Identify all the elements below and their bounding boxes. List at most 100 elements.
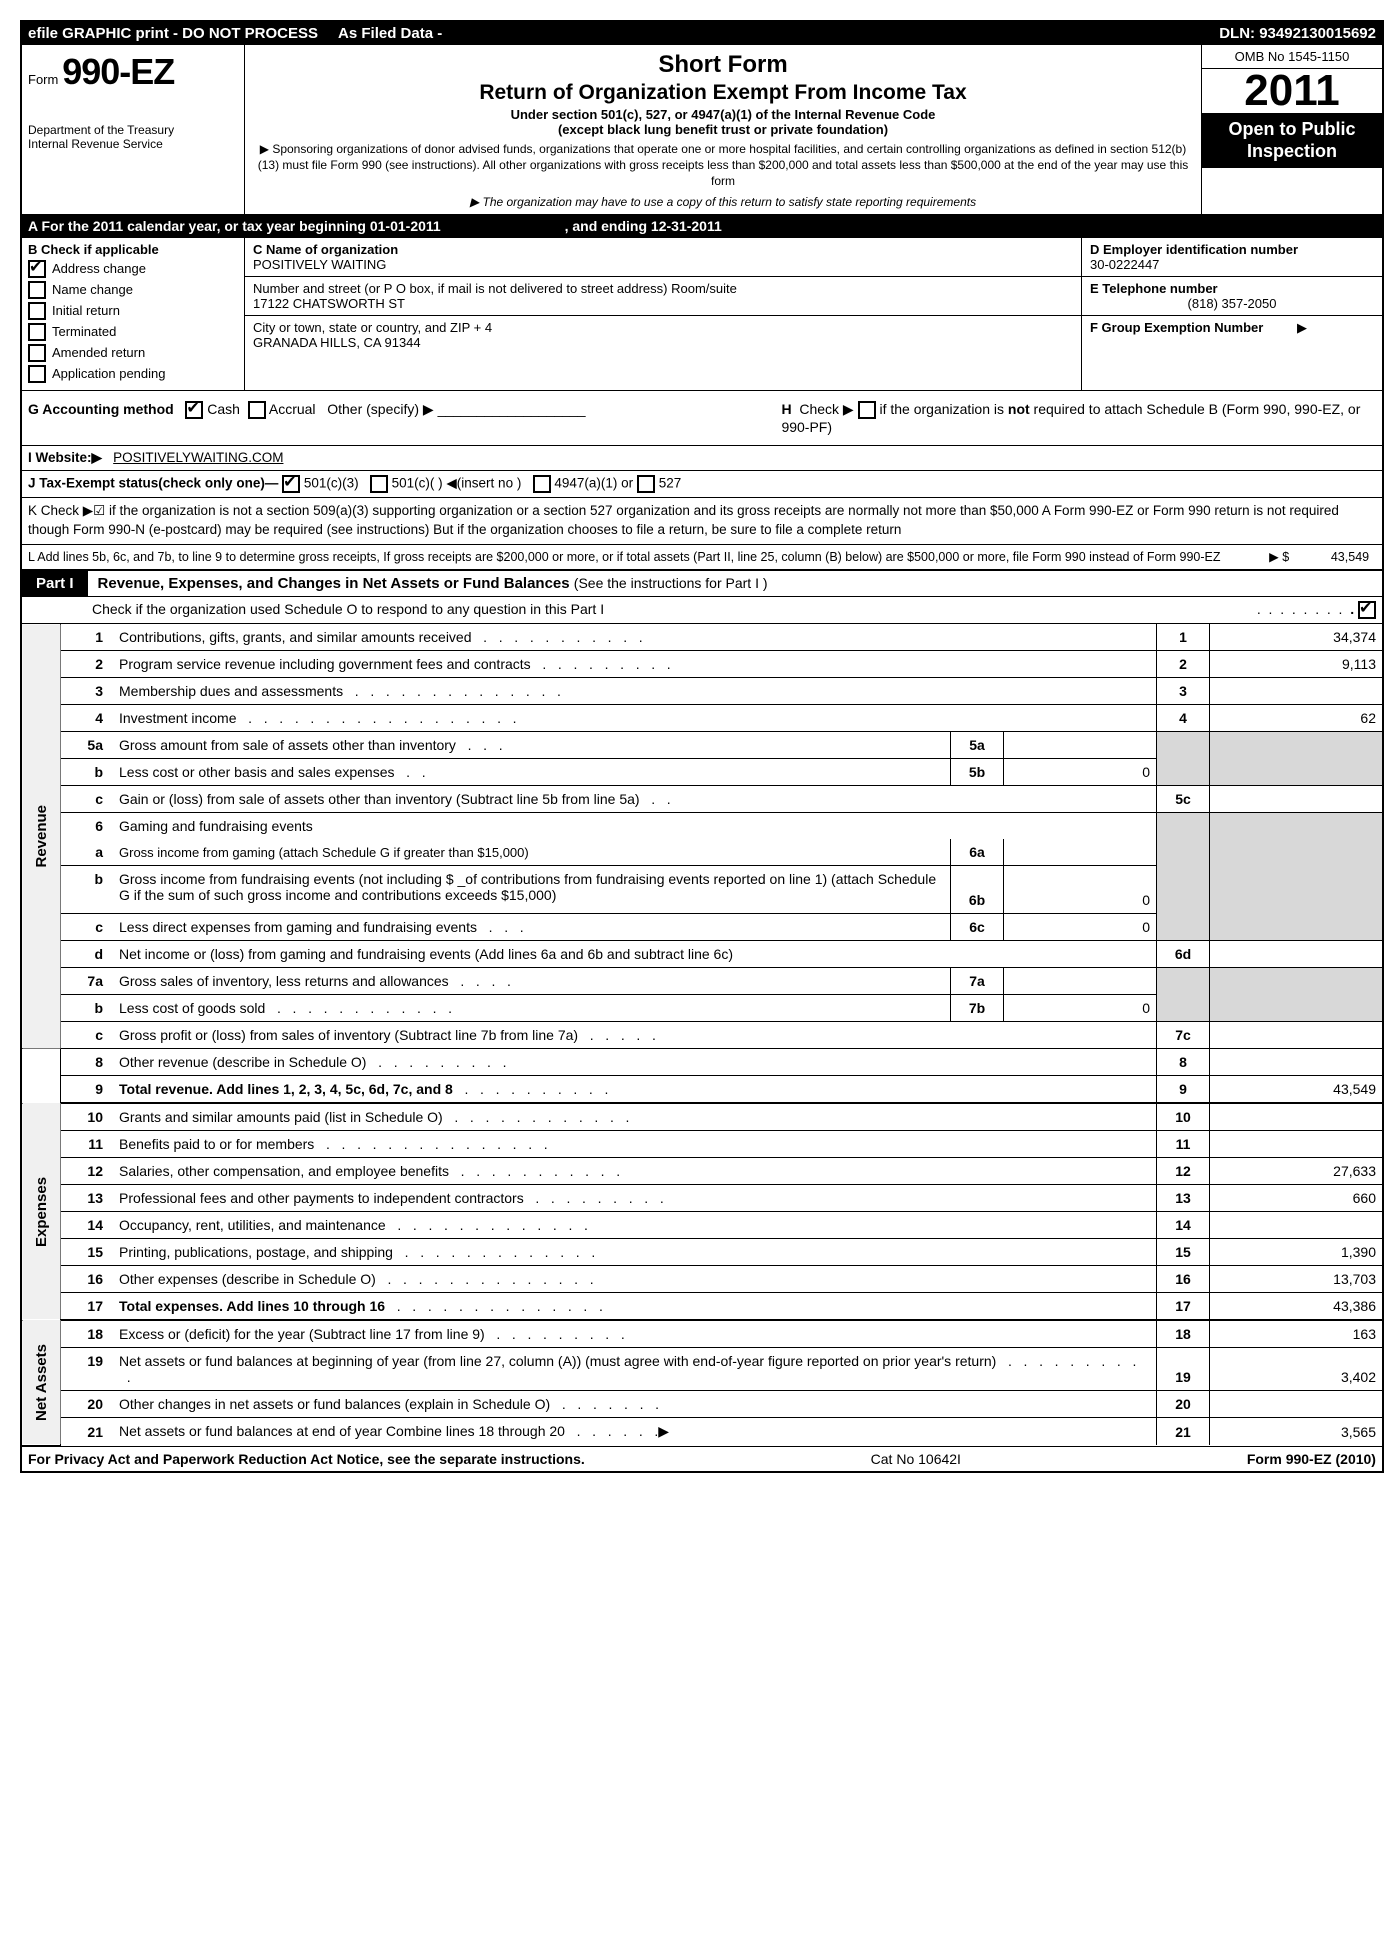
ln5a-desc: Gross amount from sale of assets other t… [119,737,456,753]
ln19-desc: Net assets or fund balances at beginning… [119,1353,996,1369]
ln13-num: 13 [61,1185,114,1212]
ln16-rnum: 16 [1157,1266,1210,1293]
ln7b-desc: Less cost of goods sold [119,1000,265,1016]
ln1-num: 1 [61,624,114,651]
box-e-label: E Telephone number [1090,281,1374,296]
ln15-desc: Printing, publications, postage, and shi… [119,1244,393,1260]
line-a-end: 12-31-2011 [651,218,722,234]
part1-header: Part I Revenue, Expenses, and Changes in… [22,569,1382,597]
ln20-rval [1210,1391,1383,1418]
grey-6 [1157,813,1210,914]
ln15-rnum: 15 [1157,1239,1210,1266]
chk-amended-return[interactable] [28,344,46,362]
ln12-rval: 27,633 [1210,1158,1383,1185]
ln5c-rnum: 5c [1157,786,1210,813]
ln2-num: 2 [61,651,114,678]
line-j-label: J Tax-Exempt status(check only one)— [28,476,278,491]
chk-schedule-o[interactable] [1358,601,1376,619]
ln9-desc: Total revenue. Add lines 1, 2, 3, 4, 5c,… [119,1081,453,1097]
ln7a-num: 7a [61,968,114,995]
opt-527: 527 [659,476,682,491]
opt-501c: 501(c)( ) ◀(insert no ) [392,476,522,491]
ln5b-sn: 5b [951,759,1004,786]
open-to-public: Open to Public Inspection [1202,113,1382,168]
chk-cash[interactable] [185,401,203,419]
chk-527[interactable] [637,475,655,493]
ln5c-desc: Gain or (loss) from sale of assets other… [119,791,640,807]
chk-address-change[interactable] [28,260,46,278]
header-right: OMB No 1545-1150 2011 Open to Public Ins… [1201,45,1382,214]
ln6b-sn: 6b [951,866,1004,914]
ln11-rval [1210,1131,1383,1158]
line-i: I Website:▶ POSITIVELYWAITING.COM [22,446,1382,471]
chk-501c3[interactable] [282,475,300,493]
ln18-desc: Excess or (deficit) for the year (Subtra… [119,1326,485,1342]
ln20-num: 20 [61,1391,114,1418]
side-revenue: Revenue [22,624,61,1049]
ln6a-desc: Gross income from gaming (attach Schedul… [119,845,529,860]
part1-title-sub: (See the instructions for Part I ) [574,575,768,591]
ln7c-desc: Gross profit or (loss) from sales of inv… [119,1027,578,1043]
opt-terminated: Terminated [52,324,116,339]
chk-initial-return[interactable] [28,302,46,320]
ln1-desc: Contributions, gifts, grants, and simila… [119,629,472,645]
ln3-num: 3 [61,678,114,705]
ln6a-sn: 6a [951,839,1004,866]
ln16-rval: 13,703 [1210,1266,1383,1293]
ln7c-rval [1210,1022,1383,1049]
ln8-desc: Other revenue (describe in Schedule O) [119,1054,366,1070]
header-center: Short Form Return of Organization Exempt… [245,45,1201,214]
city-value: GRANADA HILLS, CA 91344 [253,335,1073,350]
chk-4947[interactable] [533,475,551,493]
form-prefix: Form [28,72,58,87]
line-l: L Add lines 5b, 6c, and 7b, to line 9 to… [22,545,1382,569]
ln7b-num: b [61,995,114,1022]
opt-name-change: Name change [52,282,133,297]
chk-name-change[interactable] [28,281,46,299]
opt-4947: 4947(a)(1) or [554,476,633,491]
chk-schedule-b[interactable] [858,401,876,419]
ln7a-sv [1004,968,1157,995]
ln14-rval [1210,1212,1383,1239]
city-label: City or town, state or country, and ZIP … [253,320,1073,335]
ln14-num: 14 [61,1212,114,1239]
top-bar: efile GRAPHIC print - DO NOT PROCESS As … [22,22,1382,45]
grey-7 [1157,968,1210,1022]
ln17-rval: 43,386 [1210,1293,1383,1321]
footer-left: For Privacy Act and Paperwork Reduction … [28,1451,585,1467]
ln6c-sv: 0 [1004,914,1157,941]
chk-accrual[interactable] [248,401,266,419]
ln11-desc: Benefits paid to or for members [119,1136,314,1152]
line-a: A For the 2011 calendar year, or tax yea… [22,215,1382,238]
line-k: K Check ▶☑ if the organization is not a … [22,498,1382,545]
ln18-num: 18 [61,1320,114,1348]
ln14-rnum: 14 [1157,1212,1210,1239]
section-b-cdef: B Check if applicable Address change Nam… [22,238,1382,391]
chk-terminated[interactable] [28,323,46,341]
ln3-desc: Membership dues and assessments [119,683,343,699]
line-a-pre: A For the 2011 calendar year, or tax yea… [28,218,370,234]
chk-application-pending[interactable] [28,365,46,383]
phone-value: (818) 357-2050 [1090,296,1374,311]
ln13-desc: Professional fees and other payments to … [119,1190,524,1206]
ln2-desc: Program service revenue including govern… [119,656,531,672]
form-990ez: efile GRAPHIC print - DO NOT PROCESS As … [20,20,1384,1473]
footer-right: Form 990-EZ (2010) [1247,1451,1376,1467]
line-g-label: G Accounting method [28,401,174,417]
subtitle1: Under section 501(c), 527, or 4947(a)(1)… [253,107,1193,122]
chk-501c[interactable] [370,475,388,493]
ln6d-rnum: 6d [1157,941,1210,968]
header-note1: Sponsoring organizations of donor advise… [253,141,1193,190]
ln4-desc: Investment income [119,710,237,726]
line-l-text: L Add lines 5b, 6c, and 7b, to line 9 to… [28,550,1221,564]
line-l-amount-label: ▶ $ [1269,550,1289,564]
website-link[interactable]: POSITIVELYWAITING.COM [113,450,283,465]
ln6c-desc: Less direct expenses from gaming and fun… [119,919,477,935]
ln10-desc: Grants and similar amounts paid (list in… [119,1109,443,1125]
ln8-rval [1210,1049,1383,1076]
grey-6cv [1210,914,1383,941]
subtitle2: (except black lung benefit trust or priv… [253,122,1193,137]
ln16-num: 16 [61,1266,114,1293]
line-a-begin: 01-01-2011 [370,218,441,234]
box-def: D Employer identification number 30-0222… [1081,238,1382,390]
